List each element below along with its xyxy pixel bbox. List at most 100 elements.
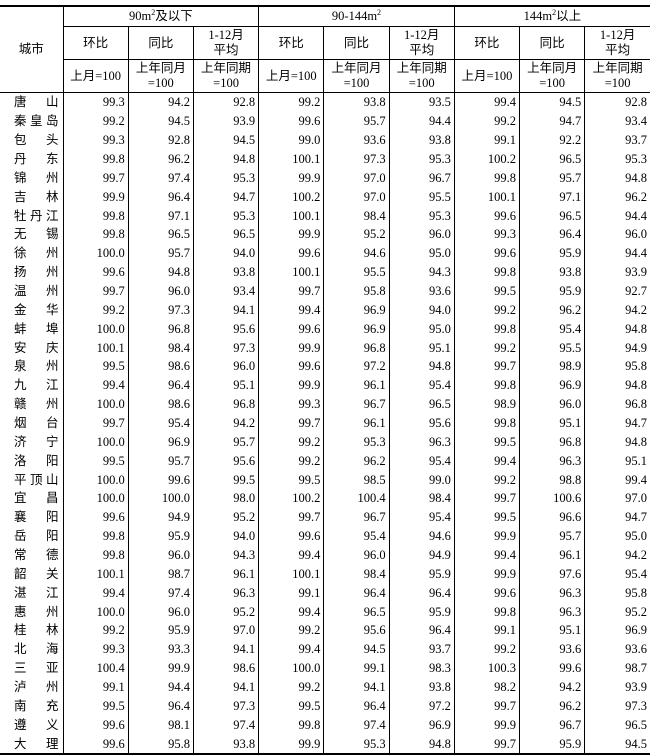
city-name: 唐山 xyxy=(14,95,59,110)
base-header: 上月=100 xyxy=(63,59,129,93)
city-cell: 桂林 xyxy=(0,621,64,640)
base-header-line1: 上月=100 xyxy=(70,68,122,83)
index-value-cell: 94.8 xyxy=(625,170,647,185)
index-value-cell: 99.8 xyxy=(63,206,129,226)
table-row: 吉林 99.9 96.4 94.7 100.2 97.0 95.5 100.1 97.1 96.2 xyxy=(0,187,650,207)
index-value-cell: 95.9 xyxy=(128,526,194,546)
index-value-cell: 100.1 xyxy=(258,564,325,584)
index-value-cell: 98.9 xyxy=(454,394,521,414)
index-value-cell: 99.6 xyxy=(63,734,129,755)
subheader-line1: 同比 xyxy=(539,35,565,50)
index-value-cell: 99.9 xyxy=(258,734,325,755)
index-value-cell: 100.3 xyxy=(454,658,521,678)
index-value-cell: 95.3 xyxy=(193,206,260,226)
house-price-index-table: 城市 90m2及以下 90-144m2 144m2以上 环比 同比 1-12月 平均 环比 同比 1… xyxy=(0,5,650,756)
city-name: 赣州 xyxy=(14,397,59,412)
city-cell: 吉林 xyxy=(0,187,64,207)
subheader-row: 环比 同比 1-12月 平均 环比 同比 1-12月 平均 环比 同比 1-12月 平均 xyxy=(0,26,650,60)
table-row: 桂林 99.2 95.9 97.0 99.2 95.6 96.4 99.1 95.1 96.9 xyxy=(0,621,650,640)
city-cell: 唐山 xyxy=(0,92,64,112)
base-header-line2: =100 xyxy=(604,76,631,90)
index-value-cell: 96.5 xyxy=(193,225,260,244)
index-value-cell: 99.9 xyxy=(258,338,325,358)
index-value-cell: 99.0 xyxy=(389,470,455,490)
index-value-cell: 99.5 xyxy=(258,470,325,490)
index-value-cell: 94.0 xyxy=(193,243,260,263)
index-value-cell: 98.5 xyxy=(323,470,390,490)
index-value-cell: 96.2 xyxy=(519,300,586,320)
city-cell: 九江 xyxy=(0,375,64,395)
table-row: 常德 99.8 96.0 94.3 99.4 96.0 94.9 99.4 96.1 94.2 xyxy=(0,545,650,565)
city-cell: 大理 xyxy=(0,734,64,755)
index-value-cell: 100.4 xyxy=(323,489,390,508)
index-value-cell: 96.0 xyxy=(519,394,586,414)
index-value-cell: 95.4 xyxy=(389,451,455,471)
index-value-cell: 99.6 xyxy=(454,243,521,263)
index-value-cell: 99.9 xyxy=(454,564,521,584)
base-header-line1: 上年同月 xyxy=(527,61,578,75)
index-value-cell: 95.8 xyxy=(625,359,647,374)
index-value-cell: 99.6 xyxy=(454,583,521,603)
index-value-cell: 94.8 xyxy=(625,434,647,449)
index-value-cell: 95.1 xyxy=(519,621,586,640)
index-value-cell: 99.3 xyxy=(63,92,129,112)
index-value-cell: 99.6 xyxy=(63,715,129,735)
index-value-cell: 94.4 xyxy=(389,111,455,131)
index-value-cell: 95.9 xyxy=(389,564,455,584)
index-value-cell: 99.7 xyxy=(63,281,129,301)
table-row: 牡丹江 99.8 97.1 95.3 100.1 98.4 95.3 99.6 96.5 94.4 xyxy=(0,206,650,226)
base-header: 上年同月 =100 xyxy=(519,59,586,93)
base-header: 上月=100 xyxy=(258,59,325,93)
city-name: 惠州 xyxy=(14,604,59,619)
index-value-cell: 95.2 xyxy=(193,602,260,622)
index-value-cell: 92.8 xyxy=(193,92,260,112)
subheader: 环比 xyxy=(258,26,325,60)
index-value-cell: 95.0 xyxy=(389,319,455,339)
index-value-cell: 95.6 xyxy=(323,621,390,640)
subheader-line1: 同比 xyxy=(148,35,174,50)
index-value-cell: 95.3 xyxy=(323,432,390,452)
city-cell: 宜昌 xyxy=(0,489,64,508)
index-value-cell: 95.4 xyxy=(323,526,390,546)
index-value-cell: 94.8 xyxy=(389,734,455,755)
index-value-cell: 96.0 xyxy=(625,227,647,242)
table-row: 蚌埠 100.0 96.8 95.6 99.6 96.9 95.0 99.8 95.4 94.8 xyxy=(0,319,650,339)
base-header-line1: 上年同月 xyxy=(331,61,382,75)
index-value-cell: 99.2 xyxy=(454,111,521,131)
index-value-cell: 94.8 xyxy=(128,262,194,282)
index-value-cell: 99.2 xyxy=(454,470,521,490)
index-value-cell: 99.9 xyxy=(454,526,521,546)
table-row: 平顶山 100.0 99.6 99.5 99.5 98.5 99.0 99.2 98.8 99.4 xyxy=(0,470,650,490)
index-value-cell: 99.7 xyxy=(258,413,325,433)
index-value-cell: 96.5 xyxy=(625,717,647,732)
table-row: 襄阳 99.6 94.9 95.2 99.7 96.7 95.4 99.5 96.6 94.7 xyxy=(0,507,650,527)
city-name: 三亚 xyxy=(14,661,59,676)
city-name: 九江 xyxy=(14,378,59,393)
index-value-cell: 93.8 xyxy=(193,262,260,282)
index-value-cell: 95.7 xyxy=(519,526,586,546)
index-value-cell: 99.4 xyxy=(258,300,325,320)
index-value-cell: 99.3 xyxy=(258,394,325,414)
city-cell: 济宁 xyxy=(0,432,64,452)
index-value-cell: 94.6 xyxy=(389,526,455,546)
index-value-cell: 99.5 xyxy=(63,451,129,471)
index-value-cell: 97.6 xyxy=(519,564,586,584)
index-value-cell: 100.0 xyxy=(63,489,129,508)
city-cell: 三亚 xyxy=(0,658,64,678)
index-value-cell: 93.9 xyxy=(625,680,647,695)
index-value-cell: 96.4 xyxy=(323,583,390,603)
index-value-cell: 98.1 xyxy=(128,715,194,735)
index-value-cell: 98.3 xyxy=(389,658,455,678)
city-name: 无锡 xyxy=(14,227,59,242)
base-header-line1: 上年同期 xyxy=(396,61,447,75)
index-value-cell: 100.0 xyxy=(63,602,129,622)
index-value-cell: 99.1 xyxy=(454,621,521,640)
city-name: 宜昌 xyxy=(14,491,59,506)
index-value-cell: 95.1 xyxy=(625,453,647,468)
base-header: 上年同期 =100 xyxy=(193,59,260,93)
city-cell: 丹东 xyxy=(0,149,64,169)
index-value-cell: 99.9 xyxy=(454,715,521,735)
index-value-cell: 93.6 xyxy=(323,130,390,150)
index-value-cell: 93.6 xyxy=(519,639,586,659)
city-cell: 常德 xyxy=(0,545,64,565)
